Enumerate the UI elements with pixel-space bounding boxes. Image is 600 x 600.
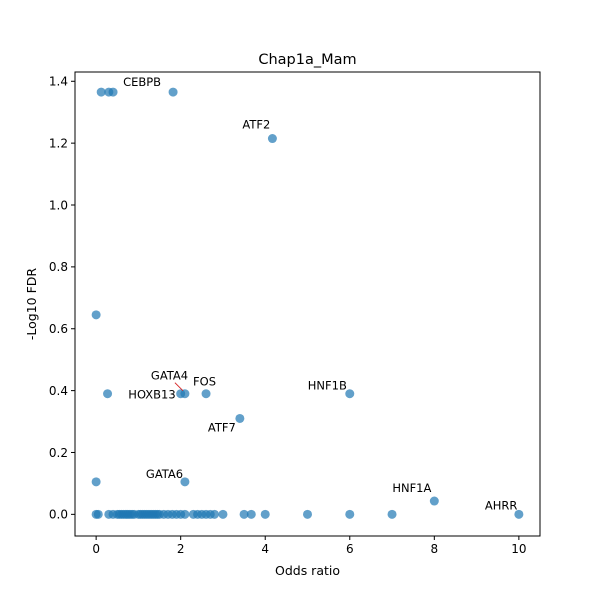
y-tick-label: 0.0 [49,508,68,522]
annotation-ahrr: AHRR [485,498,518,512]
plot-frame [74,71,541,537]
data-point [260,509,270,519]
annotation-hnf1b: HNF1B [308,379,347,393]
y-tick-label: 0.2 [49,446,68,460]
chart-title: Chap1a_Mam [258,52,356,68]
data-point [210,509,219,519]
x-tick-label: 6 [346,542,354,556]
y-tick-label: 1.0 [49,198,68,212]
data-point [180,389,190,399]
data-point [267,134,277,144]
annotation-gata6: GATA6 [146,467,183,481]
y-tick-label: 1.4 [49,75,68,89]
annotation-cebpb: CEBPB [123,75,161,89]
data-point [235,413,245,423]
x-axis-label: Odds ratio [275,563,340,578]
x-tick-label: 2 [177,542,185,556]
annotation-hnf1a: HNF1A [392,481,431,495]
data-point [218,509,228,519]
x-tick-label: 4 [261,542,269,556]
y-axis-label: -Log10 FDR [24,268,39,341]
annotation-gata4: GATA4 [151,369,188,383]
x-tick-label: 0 [92,542,100,556]
data-point [180,477,190,487]
data-point [429,496,439,506]
point-annotations: CEBPB ATF2 GATA4 FOS HOXB13 HNF1B ATF7 GATA6 HNF… [123,75,517,512]
annotation-atf2: ATF2 [242,118,270,132]
y-tick-label: 0.4 [49,384,68,398]
data-point [103,389,113,399]
annotation-hoxb13: HOXB13 [128,388,175,402]
data-point [239,509,249,519]
data-point [93,509,103,519]
data-point [345,389,355,399]
axis-ticks: 0 2 4 6 8 10 0.0 0.2 0.4 0.6 0.8 1.0 1.2 1.4 [49,75,527,556]
x-tick-label: 8 [430,542,438,556]
data-point [96,87,106,97]
x-tick-label: 10 [511,542,526,556]
data-points [91,87,524,519]
annotation-atf7: ATF7 [208,420,236,434]
y-tick-label: 0.6 [49,322,68,336]
data-point [387,509,397,519]
annotation-fos: FOS [193,375,216,389]
data-point [345,509,355,519]
data-point [91,477,101,487]
y-tick-label: 0.8 [49,260,68,274]
data-point [201,389,211,399]
data-point [180,509,190,519]
data-point [303,509,312,519]
data-point [168,87,178,97]
annotation-arrow [174,382,184,392]
data-point [91,310,101,320]
data-point [514,509,524,519]
y-tick-label: 1.2 [49,136,68,150]
data-point [108,87,118,97]
data-point [246,509,256,519]
